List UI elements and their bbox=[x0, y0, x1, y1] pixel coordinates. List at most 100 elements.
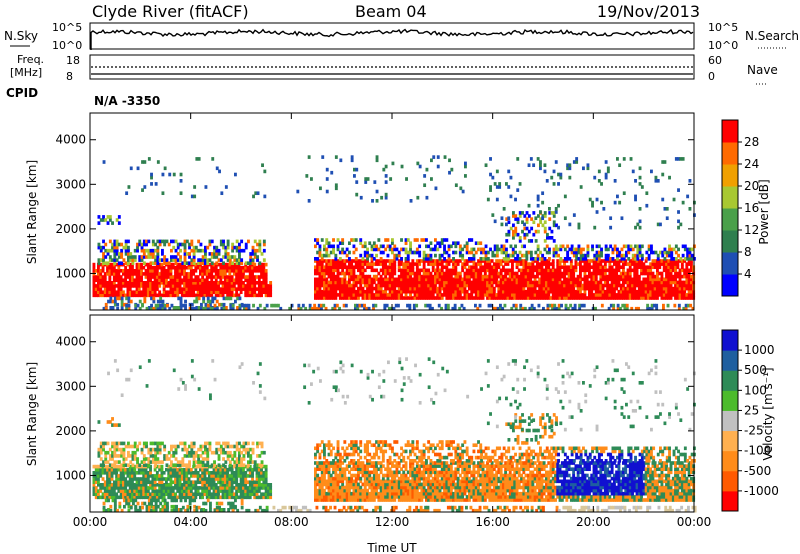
heatmap-cell bbox=[409, 271, 412, 276]
heatmap-cell bbox=[445, 274, 449, 279]
heatmap-cell bbox=[594, 280, 598, 285]
heatmap-cell bbox=[122, 293, 125, 298]
heatmap-cell bbox=[230, 483, 234, 487]
heatmap-cell bbox=[230, 471, 234, 475]
heatmap-cell bbox=[636, 257, 640, 261]
heatmap-cell bbox=[314, 277, 317, 282]
heatmap-cell bbox=[194, 262, 198, 267]
heatmap-cell bbox=[447, 280, 451, 285]
heatmap-cell bbox=[343, 277, 347, 282]
heatmap-cell bbox=[502, 296, 505, 300]
heatmap-cell bbox=[425, 280, 428, 285]
heatmap-cell bbox=[478, 303, 482, 308]
heatmap-cell bbox=[476, 306, 480, 311]
heatmap-cell bbox=[140, 293, 143, 298]
heatmap-cell bbox=[656, 274, 659, 279]
heatmap-cell bbox=[434, 274, 437, 279]
heatmap-cell bbox=[217, 284, 220, 288]
heatmap-cell bbox=[116, 296, 120, 301]
heatmap-cell bbox=[526, 293, 530, 297]
heatmap-cell bbox=[468, 283, 471, 288]
heatmap-cell bbox=[269, 284, 273, 288]
heatmap-cell bbox=[593, 257, 597, 261]
heatmap-cell bbox=[135, 495, 139, 500]
station-title: Clyde River (fitACF) bbox=[92, 2, 249, 21]
heatmap-cell bbox=[99, 284, 103, 288]
heatmap-cell bbox=[413, 274, 417, 279]
heatmap-cell bbox=[436, 155, 440, 159]
heatmap-cell bbox=[162, 265, 166, 270]
heatmap-cell bbox=[217, 474, 220, 478]
heatmap-cell bbox=[354, 259, 358, 263]
heatmap-cell bbox=[595, 197, 599, 202]
heatmap-cell bbox=[204, 306, 208, 310]
heatmap-cell bbox=[242, 287, 245, 291]
heatmap-cell bbox=[354, 303, 357, 308]
heatmap-cell bbox=[359, 238, 363, 242]
heatmap-cell bbox=[541, 223, 545, 228]
heatmap-cell bbox=[631, 283, 634, 288]
heatmap-cell bbox=[112, 467, 116, 472]
heatmap-cell bbox=[483, 283, 487, 288]
heatmap-cell bbox=[488, 289, 492, 294]
heatmap-cell bbox=[642, 262, 646, 266]
heatmap-cell bbox=[210, 278, 214, 283]
heatmap-cell bbox=[585, 283, 589, 288]
heatmap-cell bbox=[169, 262, 173, 267]
heatmap-cell bbox=[507, 257, 511, 261]
heatmap-cell bbox=[232, 492, 236, 497]
heatmap-cell bbox=[314, 268, 317, 273]
heatmap-cell bbox=[133, 483, 137, 487]
heatmap-cell bbox=[258, 239, 262, 244]
heatmap-cell bbox=[512, 229, 515, 234]
heatmap-cell bbox=[140, 480, 143, 485]
heatmap-cell bbox=[184, 306, 187, 311]
heatmap-cell bbox=[102, 460, 105, 464]
heatmap-cell bbox=[235, 248, 239, 253]
heatmap-cell bbox=[579, 280, 582, 285]
heatmap-cell bbox=[221, 471, 225, 475]
heatmap-cell bbox=[667, 262, 671, 266]
heatmap-cell bbox=[472, 296, 476, 300]
heatmap-cell bbox=[212, 480, 216, 485]
heatmap-cell bbox=[187, 480, 191, 485]
heatmap-cell bbox=[213, 252, 216, 256]
heatmap-cell bbox=[690, 286, 693, 291]
heatmap-cell bbox=[154, 242, 158, 247]
heatmap-cell bbox=[684, 303, 688, 308]
heatmap-cell bbox=[117, 281, 121, 285]
heatmap-cell bbox=[567, 280, 571, 285]
heatmap-cell bbox=[215, 166, 219, 171]
heatmap-cell bbox=[212, 265, 216, 270]
heatmap-cell bbox=[366, 286, 369, 291]
heatmap-cell bbox=[530, 306, 534, 311]
heatmap-cell bbox=[431, 247, 435, 252]
heatmap-cell bbox=[185, 489, 189, 493]
heatmap-cell bbox=[97, 495, 100, 500]
heatmap-cell bbox=[224, 248, 228, 253]
heatmap-cell bbox=[187, 290, 191, 295]
heatmap-cell bbox=[140, 255, 144, 259]
heatmap-cell bbox=[255, 287, 259, 291]
heatmap-cell bbox=[228, 467, 232, 472]
heatmap-cell bbox=[517, 280, 521, 285]
heatmap-cell bbox=[178, 281, 182, 285]
heatmap-cell bbox=[658, 262, 662, 266]
heatmap-cell bbox=[194, 269, 198, 273]
heatmap-cell bbox=[422, 283, 426, 288]
heatmap-cell bbox=[135, 489, 139, 493]
heatmap-cell bbox=[345, 271, 349, 276]
heatmap-cell bbox=[612, 306, 616, 311]
heatmap-cell bbox=[497, 280, 501, 285]
heatmap-cell bbox=[228, 275, 232, 279]
heatmap-cell bbox=[323, 259, 326, 263]
heatmap-cell bbox=[687, 274, 691, 279]
heatmap-cell bbox=[438, 253, 442, 258]
heatmap-cell bbox=[431, 289, 435, 294]
heatmap-cell bbox=[461, 286, 465, 291]
heatmap-cell bbox=[323, 277, 326, 282]
heatmap-cell bbox=[120, 242, 124, 247]
heatmap-cell bbox=[156, 303, 160, 308]
heatmap-cell bbox=[158, 265, 162, 270]
heatmap-cell bbox=[336, 244, 340, 249]
